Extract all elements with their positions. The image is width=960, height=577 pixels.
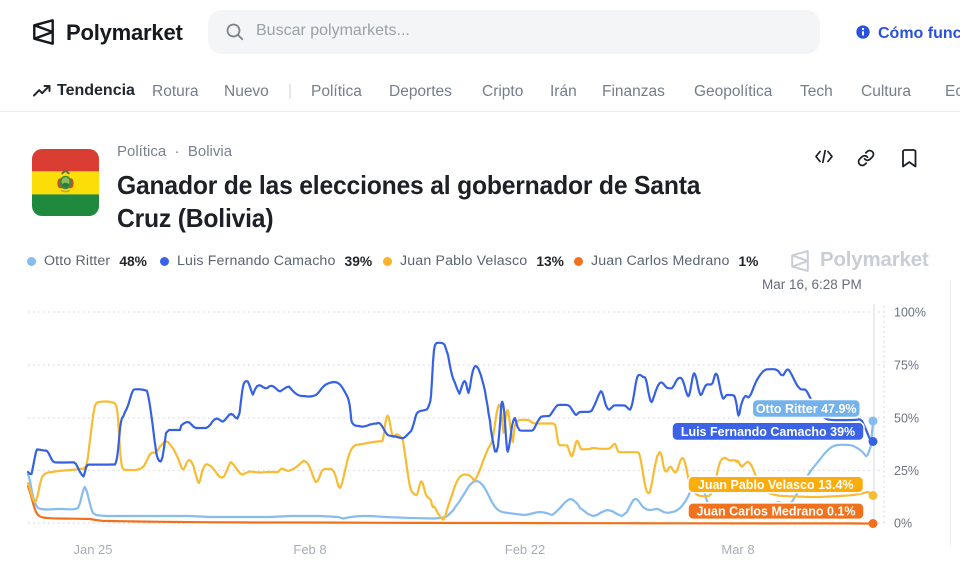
svg-text:50%: 50% xyxy=(894,412,919,426)
svg-text:Otto Ritter 47.9%: Otto Ritter 47.9% xyxy=(756,402,857,416)
svg-text:Luis Fernando Camacho 39%: Luis Fernando Camacho 39% xyxy=(681,425,855,439)
svg-text:Mar 8: Mar 8 xyxy=(721,542,754,557)
svg-text:Feb 8: Feb 8 xyxy=(293,542,326,557)
svg-text:100%: 100% xyxy=(894,306,926,320)
svg-text:Juan Pablo Velasco 13.4%: Juan Pablo Velasco 13.4% xyxy=(698,478,854,492)
svg-text:25%: 25% xyxy=(894,464,919,478)
svg-text:0%: 0% xyxy=(894,517,912,531)
svg-text:75%: 75% xyxy=(894,359,919,373)
svg-text:Jan 25: Jan 25 xyxy=(73,542,112,557)
svg-text:Juan Carlos Medrano 0.1%: Juan Carlos Medrano 0.1% xyxy=(696,505,855,519)
svg-text:Feb 22: Feb 22 xyxy=(505,542,545,557)
